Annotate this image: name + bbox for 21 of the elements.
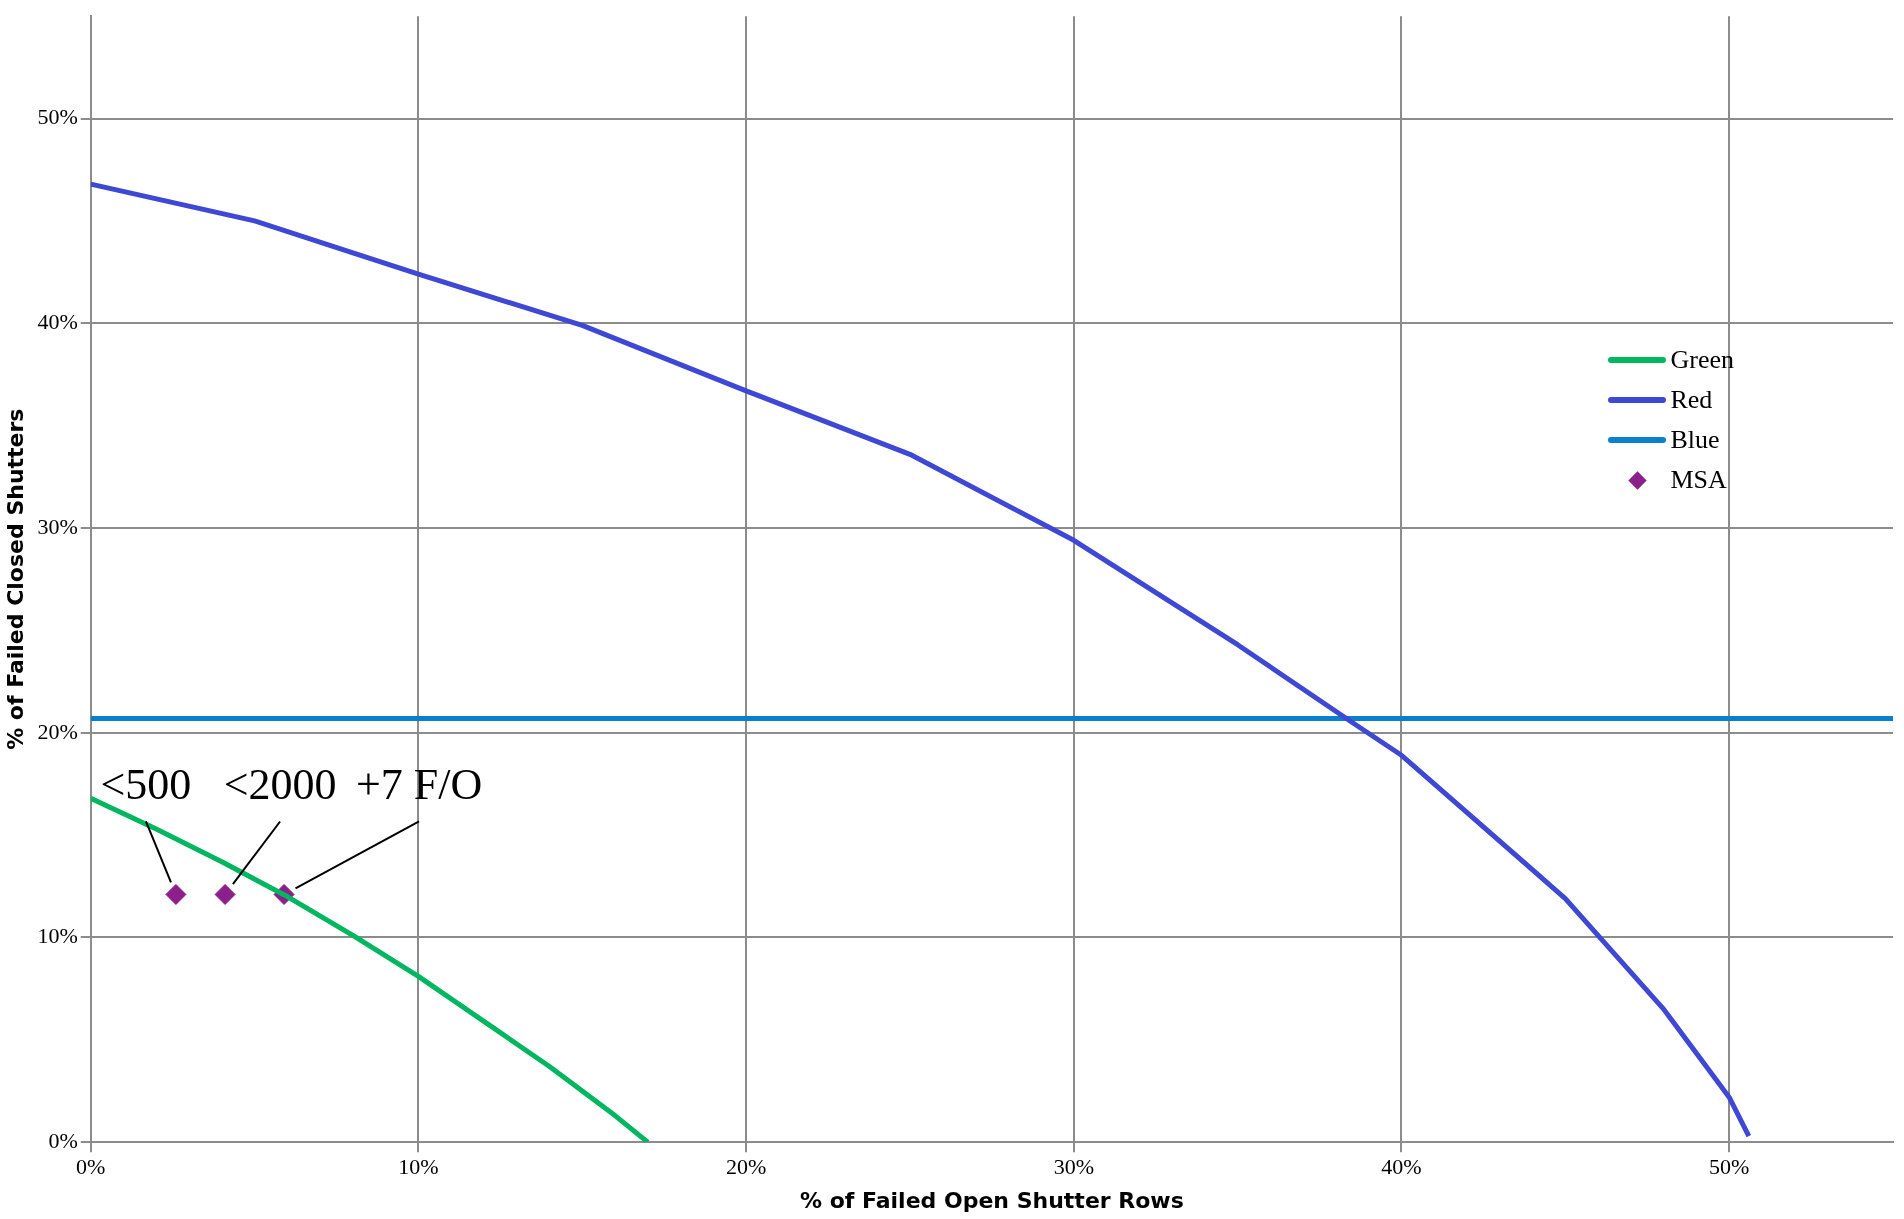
- x-tick-label: 20%: [725, 1154, 767, 1180]
- annotation: +7 F/O: [355, 760, 483, 810]
- y-tick-label: 50%: [37, 104, 78, 130]
- x-tick-label: 0%: [76, 1154, 106, 1180]
- legend-label: MSA: [1670, 465, 1727, 495]
- x-tick-label: 40%: [1381, 1154, 1422, 1180]
- legend-label: Blue: [1670, 425, 1720, 455]
- y-tick-label: 30%: [37, 513, 78, 539]
- legend-label: Red: [1670, 385, 1713, 415]
- y-tick-label: 20%: [37, 718, 78, 744]
- x-axis-title: % of Failed Open Shutter Rows: [799, 1187, 1184, 1213]
- legend-label: Green: [1670, 345, 1734, 375]
- y-tick-label: 40%: [37, 309, 78, 335]
- y-tick-label: 0%: [48, 1127, 78, 1153]
- annotation: <500: [100, 760, 192, 810]
- x-tick-label: 10%: [398, 1154, 439, 1180]
- annotation: <2000: [223, 760, 337, 810]
- x-tick-label: 30%: [1053, 1154, 1094, 1180]
- x-tick-label: 50%: [1708, 1154, 1750, 1180]
- y-axis-title: % of Failed Closed Shutters: [2, 408, 28, 750]
- y-tick-label: 10%: [37, 923, 78, 949]
